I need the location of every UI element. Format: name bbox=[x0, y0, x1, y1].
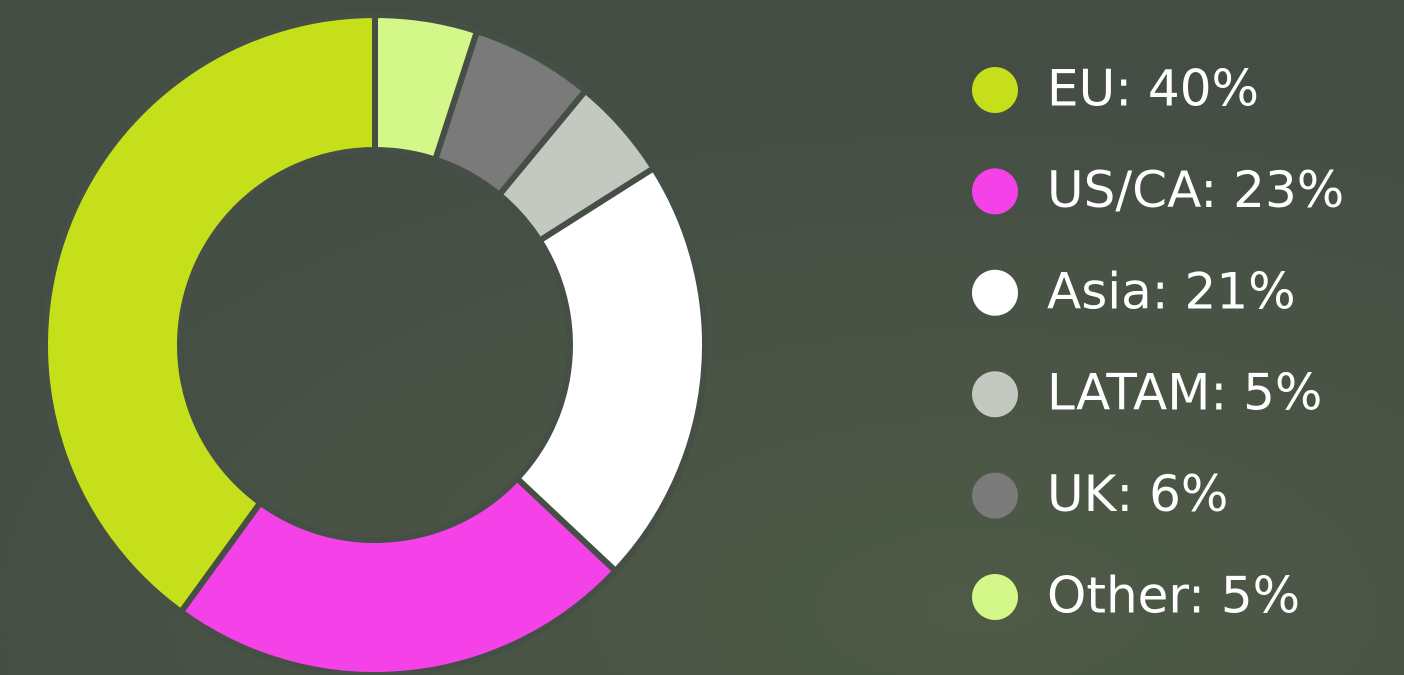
legend-label: Asia: 21% bbox=[1047, 262, 1296, 320]
donut bbox=[42, 12, 708, 675]
legend-swatch bbox=[972, 574, 1018, 620]
slice bbox=[514, 165, 708, 574]
legend: EU: 40% US/CA: 23% Asia: 21% LATAM: 5% UK: 6… bbox=[972, 60, 1344, 625]
legend-label: UK: 6% bbox=[1047, 465, 1228, 523]
legend-label: US/CA: 23% bbox=[1047, 161, 1344, 219]
slice bbox=[178, 475, 619, 675]
legend-label: LATAM: 5% bbox=[1047, 364, 1322, 422]
legend-label: Other: 5% bbox=[1047, 567, 1300, 625]
legend-swatch bbox=[972, 371, 1018, 418]
legend-swatch bbox=[972, 269, 1018, 316]
legend-label: EU: 40% bbox=[1047, 60, 1259, 118]
legend-swatch bbox=[972, 472, 1018, 519]
legend-swatch bbox=[972, 168, 1018, 215]
slice bbox=[372, 12, 480, 163]
slice bbox=[42, 12, 378, 615]
legend-swatch bbox=[972, 67, 1018, 113]
